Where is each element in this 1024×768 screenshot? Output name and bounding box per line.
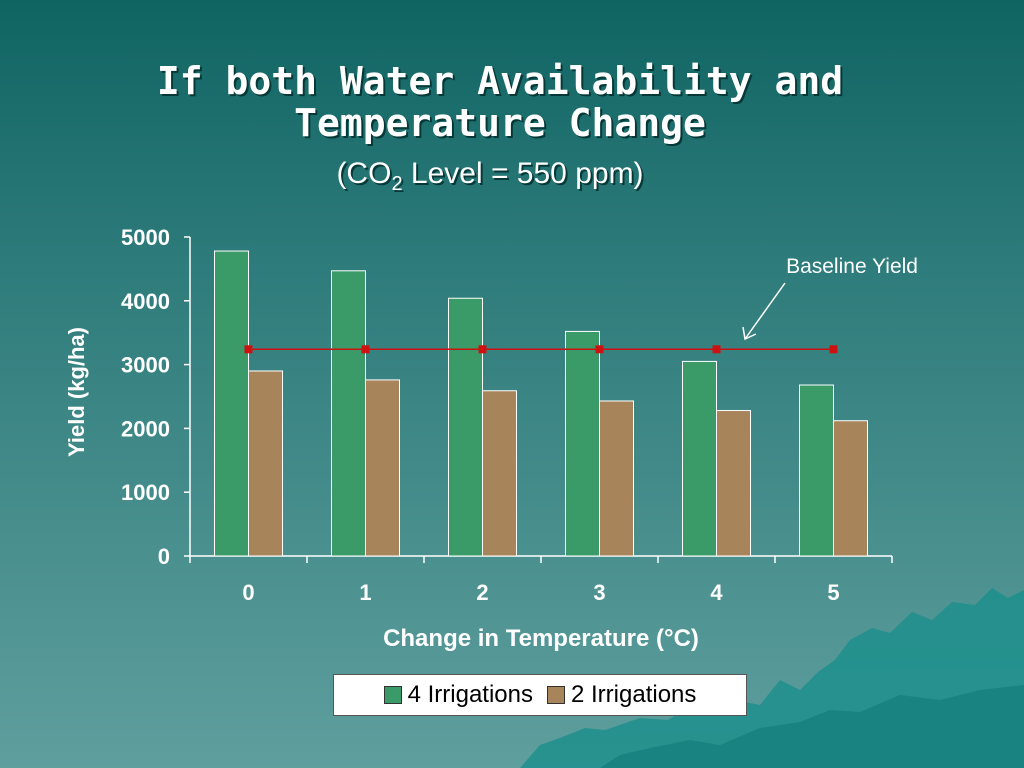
x-axis-title: Change in Temperature (°C) [383, 625, 699, 652]
legend-label-4-irrigations: 4 Irrigations [407, 681, 533, 708]
bar-2-irrigations [716, 410, 751, 557]
bar-2-irrigations [248, 370, 283, 557]
x-tick-label: 3 [593, 580, 605, 605]
y-tick-label: 0 [158, 544, 170, 569]
slide-subtitle: (CO2 Level = 550 ppm) [240, 157, 740, 196]
bar-2-irrigations [599, 400, 634, 557]
baseline-marker [244, 345, 253, 354]
subtitle-suffix: Level = 550 ppm) [402, 157, 644, 190]
x-tick-label: 0 [242, 580, 254, 605]
bar-2-irrigations [365, 379, 400, 557]
legend-item-4-irrigations: 4 Irrigations [383, 681, 533, 709]
baseline-series [244, 345, 838, 354]
y-tick-label: 5000 [121, 225, 170, 250]
bar-2-irrigations [482, 390, 517, 557]
subtitle-subscript: 2 [391, 173, 403, 195]
bar-4-irrigations [331, 270, 366, 557]
chart-axes: 0 1000 2000 3000 4000 5000 0 1 2 3 4 5 [121, 225, 893, 605]
subtitle-prefix: (CO [336, 157, 392, 190]
legend-item-2-irrigations: 2 Irrigations [547, 681, 696, 709]
baseline-arrow [742, 282, 786, 341]
baseline-label: Baseline Yield [786, 255, 918, 278]
bar-4-irrigations [799, 384, 834, 557]
x-tick-label: 4 [710, 580, 723, 605]
bar-2-irrigations [833, 420, 868, 557]
y-tick-label: 3000 [121, 353, 170, 378]
x-tick-label: 1 [359, 580, 371, 605]
slide-title: If both Water Availability and Temperatu… [156, 59, 844, 145]
baseline-marker [712, 345, 721, 354]
legend-swatch-4-irrigations [383, 686, 402, 704]
baseline-marker [361, 345, 370, 354]
chart-bars [214, 250, 868, 557]
baseline-marker [478, 345, 487, 354]
legend-swatch-2-irrigations [547, 686, 565, 704]
legend-label-2-irrigations: 2 Irrigations [571, 681, 697, 708]
y-tick-label: 1000 [121, 480, 170, 505]
chart-legend: 4 Irrigations 2 Irrigations [333, 674, 747, 716]
bar-4-irrigations [214, 250, 249, 557]
baseline-marker [829, 345, 838, 354]
chart-labels: Yield (kg/ha) Change in Temperature (°C)… [64, 255, 918, 652]
bar-4-irrigations [682, 360, 717, 557]
y-axis-title: Yield (kg/ha) [64, 327, 89, 457]
bar-4-irrigations [448, 297, 483, 557]
y-tick-label: 4000 [121, 289, 170, 314]
x-tick-label: 5 [827, 580, 839, 605]
baseline-marker [595, 345, 604, 354]
bar-4-irrigations [565, 330, 600, 557]
x-tick-label: 2 [476, 580, 488, 605]
y-tick-label: 2000 [121, 416, 170, 441]
